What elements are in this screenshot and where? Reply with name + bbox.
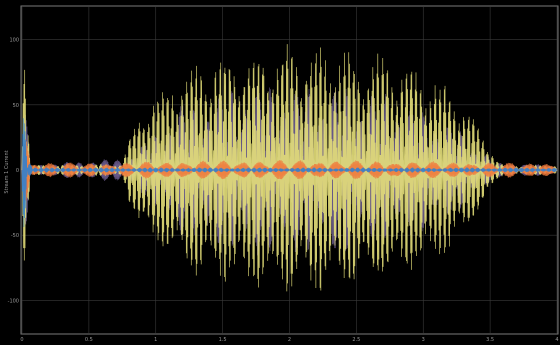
trace-area <box>21 44 558 292</box>
x-tick-label: 0 <box>20 337 23 343</box>
y-tick-label: 0 <box>16 168 19 174</box>
x-tick-label: 1.5 <box>219 337 227 343</box>
x-tick-label: 4 <box>555 337 558 343</box>
x-axis-ticks: 0 0.5 1 1.5 2 2.5 3 3.5 4 <box>20 337 558 343</box>
plot-frame <box>20 5 559 335</box>
y-tick-label: -100 <box>8 298 19 304</box>
x-tick-label: 2.5 <box>352 337 360 343</box>
x-tick-label: 3.5 <box>486 337 494 343</box>
waveform-trace <box>21 118 558 228</box>
x-tick-label: 0.5 <box>85 337 93 343</box>
y-axis-ticks: 100 50 0 -50 -100 <box>8 38 19 305</box>
y-tick-label: -50 <box>11 233 19 239</box>
x-tick-label: 2 <box>288 337 291 343</box>
x-tick-label: 1 <box>154 337 157 343</box>
x-tick-label: 3 <box>422 337 425 343</box>
y-tick-label: 50 <box>13 103 19 109</box>
y-axis-label: Stream 1 Current <box>4 150 10 193</box>
y-tick-label: 100 <box>9 38 19 44</box>
